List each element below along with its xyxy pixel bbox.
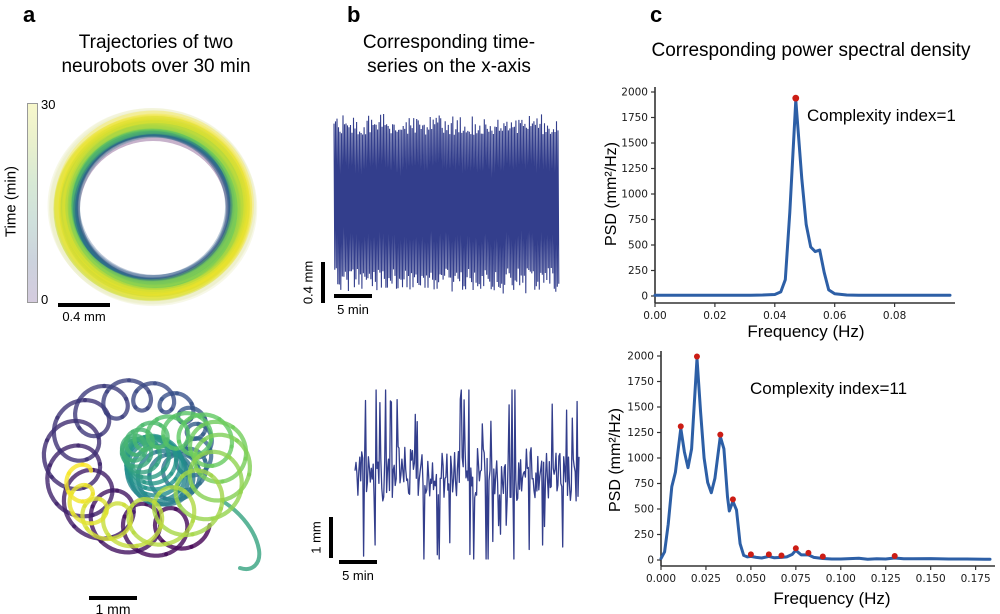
panel-c-title: Corresponding power spectral density	[651, 40, 971, 61]
panel-a-label: a	[23, 2, 36, 27]
tangle-scalebar	[89, 596, 137, 600]
ring-scalebar	[58, 303, 110, 307]
svg-text:0.00: 0.00	[643, 310, 666, 322]
psd-simple-xlabel: Frequency (Hz)	[747, 322, 865, 341]
svg-text:0.175: 0.175	[961, 573, 991, 585]
svg-text:250: 250	[628, 265, 648, 277]
svg-text:1000: 1000	[627, 453, 654, 465]
timeseries-top-xscalebar-label: 5 min	[337, 302, 369, 317]
timeseries-periodic-plot	[333, 113, 560, 294]
psd-simple-ylabel: PSD (mm²/Hz)	[603, 142, 620, 246]
tangle-trajectory-plot	[41, 378, 262, 571]
svg-text:1750: 1750	[621, 112, 648, 124]
svg-text:1750: 1750	[627, 376, 654, 388]
timeseries-bottom-xscalebar	[339, 560, 377, 564]
timeseries-top-yscalebar	[321, 262, 325, 303]
svg-text:0.100: 0.100	[826, 573, 856, 585]
timeseries-bottom-xscalebar-label: 5 min	[342, 568, 374, 583]
panel-a-title-line1: Trajectories of two	[78, 32, 234, 53]
panel-c-label: c	[650, 2, 663, 27]
psd-complex-annotation: Complexity index=11	[750, 379, 908, 398]
psd-simple-annotation: Complexity index=1	[807, 106, 956, 125]
timeseries-bottom-yscalebar-label: 1 mm	[308, 521, 324, 554]
timeseries-top-xscalebar	[334, 294, 372, 298]
panel-b-label: b	[347, 2, 361, 27]
psd-simple-plot: 0 250 500 750 1000 1250 1500 1750 2000 0.00 0.02 0.…	[621, 87, 955, 322]
svg-text:1500: 1500	[621, 138, 648, 150]
colorbar-max-label: 30	[41, 97, 56, 112]
colorbar-axis-label: Time (min)	[2, 165, 20, 238]
svg-text:500: 500	[634, 504, 654, 516]
svg-text:750: 750	[628, 214, 648, 226]
panel-a-title: Trajectories of two neurobots over 30 mi…	[30, 31, 282, 80]
svg-text:750: 750	[634, 478, 654, 490]
psd-complex-ylabel: PSD (mm²/Hz)	[607, 408, 624, 512]
timeseries-bottom-yscalebar	[329, 517, 333, 558]
svg-text:0.04: 0.04	[763, 310, 787, 322]
colorbar-min-label: 0	[41, 292, 49, 307]
svg-text:0.06: 0.06	[823, 310, 847, 322]
psd-complex-xlabel: Frequency (Hz)	[773, 589, 891, 608]
svg-text:500: 500	[628, 240, 648, 252]
svg-text:0.025: 0.025	[691, 573, 721, 585]
svg-text:1250: 1250	[627, 427, 654, 439]
svg-text:0.150: 0.150	[916, 573, 946, 585]
svg-text:1250: 1250	[621, 163, 648, 175]
svg-text:2000: 2000	[621, 87, 648, 99]
svg-text:0.125: 0.125	[871, 573, 901, 585]
panel-b-title-line1: Corresponding time-	[362, 32, 536, 53]
psd-complex-plot: 0 250 500 750 1000 1250 1500 1750 2000 0.000 0.025…	[627, 351, 995, 585]
timeseries-irregular-plot	[354, 389, 580, 560]
svg-text:0.02: 0.02	[703, 310, 726, 322]
svg-text:0.050: 0.050	[736, 573, 766, 585]
svg-text:1000: 1000	[621, 189, 648, 201]
ring-scalebar-label: 0.4 mm	[62, 309, 106, 324]
svg-text:250: 250	[634, 529, 654, 541]
panel-b-title: Corresponding time- series on the x-axis	[330, 31, 568, 80]
tangle-scalebar-label: 1 mm	[95, 601, 131, 614]
panel-a-title-line2: neurobots over 30 min	[61, 56, 251, 78]
svg-text:0.075: 0.075	[781, 573, 811, 585]
svg-text:2000: 2000	[627, 351, 654, 363]
panel-b-title-line2: series on the x-axis	[367, 56, 531, 78]
svg-text:0.08: 0.08	[883, 310, 906, 322]
svg-text:1500: 1500	[627, 402, 654, 414]
time-colorbar	[27, 103, 38, 303]
svg-text:0: 0	[641, 291, 648, 303]
svg-text:0.000: 0.000	[646, 573, 676, 585]
timeseries-top-yscalebar-label: 0.4 mm	[300, 260, 316, 305]
svg-text:0: 0	[647, 555, 654, 567]
ring-trajectory-plot	[47, 108, 258, 307]
